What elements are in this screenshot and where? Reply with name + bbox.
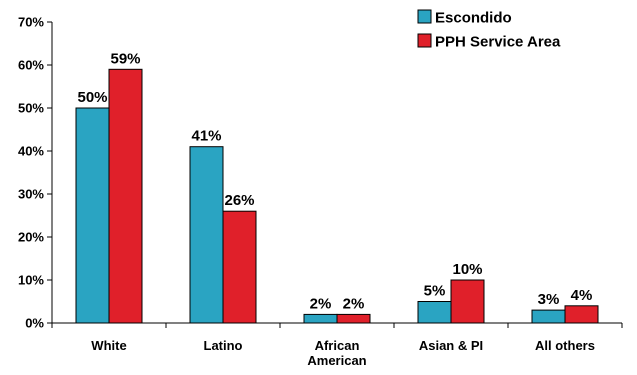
data-label: 4% — [571, 287, 593, 304]
x-category-label: American — [307, 353, 366, 368]
x-category-label: All others — [535, 338, 595, 353]
legend: Escondido PPH Service Area — [417, 9, 561, 51]
data-label: 59% — [110, 50, 140, 67]
legend-label: Escondido — [435, 10, 512, 27]
y-tick-label: 60% — [18, 58, 44, 73]
x-category-label: African — [315, 338, 360, 353]
y-tick-label: 20% — [18, 230, 44, 245]
data-label: 2% — [310, 295, 332, 312]
y-tick-label: 10% — [18, 273, 44, 288]
x-category-label: White — [91, 338, 126, 353]
legend-swatch — [417, 33, 432, 48]
bar-pph-service-area — [450, 279, 485, 324]
y-tick-label: 0% — [25, 316, 44, 331]
data-label: 10% — [452, 261, 482, 278]
bar-pph-service-area — [336, 313, 371, 324]
data-label: 3% — [538, 291, 560, 308]
y-tick-label: 50% — [18, 101, 44, 116]
x-category-label: Latino — [204, 338, 243, 353]
data-label: 50% — [77, 89, 107, 106]
bar-escondido — [75, 107, 110, 324]
bar-escondido — [303, 313, 338, 324]
data-label: 26% — [224, 192, 254, 209]
bars — [75, 68, 599, 324]
bar-pph-service-area — [564, 305, 599, 324]
bar-escondido — [189, 146, 224, 324]
axes: 0% 10% 20% 30% 40% 50% 60% 70% White Latino Africa… — [18, 15, 623, 368]
y-tick-label: 30% — [18, 187, 44, 202]
y-tick-label: 70% — [18, 15, 44, 30]
data-label: 5% — [424, 283, 446, 300]
data-label: 41% — [191, 128, 221, 145]
bar-escondido — [531, 309, 566, 324]
bar-pph-service-area — [108, 68, 143, 324]
bar-escondido — [417, 301, 452, 324]
bar-pph-service-area — [222, 210, 257, 324]
legend-swatch — [417, 9, 432, 24]
data-label: 2% — [343, 295, 365, 312]
x-category-label: Asian & PI — [419, 338, 483, 353]
y-tick-label: 40% — [18, 144, 44, 159]
data-labels: 50% 59% 41% 26% 2% 2% 5% 10% 3% 4% — [77, 50, 592, 312]
legend-label: PPH Service Area — [435, 34, 561, 51]
